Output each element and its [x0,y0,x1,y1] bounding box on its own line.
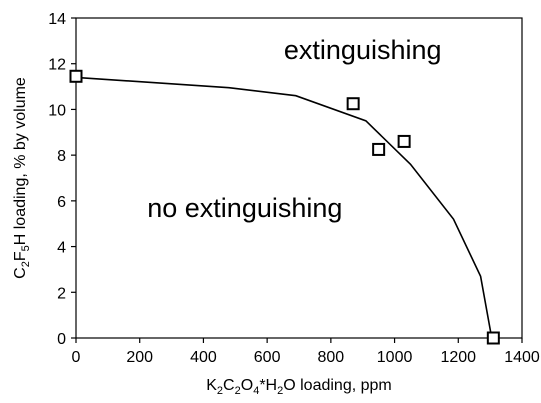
y-axis-title: C2F5H loading, % by volume [12,77,32,279]
boundary-line [75,76,493,339]
y-axis-ticks: 0 2 4 6 8 10 12 14 [48,11,76,348]
axis-title-part: C [223,377,235,394]
annotation-text: extinguishing [284,35,442,65]
axis-title-part: 2 [217,385,223,397]
x-tick-label: 1000 [377,349,413,366]
axis-title-part: H loading, % by volume [12,77,29,245]
axis-title-part: 4 [253,385,259,397]
data-point-marker [486,331,500,345]
axis-title-part: 5 [20,245,32,251]
data-point-marker [69,69,83,83]
x-tick-label: 600 [254,349,281,366]
axis-title-part: O loading, ppm [283,377,392,394]
x-tick-label: 1200 [440,349,476,366]
data-point-marker [397,134,411,148]
axis-title-part: C [12,267,29,279]
annotations: extinguishing no extinguishing [147,35,441,223]
x-tick-label: 200 [126,349,153,366]
axis-title-part: *H [259,377,277,394]
x-tick-label: 1400 [504,349,540,366]
data-point-marker [372,142,386,156]
x-axis-title: K2C2O4*H2O loading, ppm [206,377,391,397]
axis-title-part: 2 [277,385,283,397]
y-tick-label: 10 [48,102,66,119]
y-tick-label: 4 [57,240,66,257]
data-points-series [69,69,500,345]
boundary-line-series [75,76,493,339]
x-axis-ticks: 0 200 400 600 800 1000 1200 1400 [72,338,540,366]
y-tick-label: 6 [57,194,66,211]
x-tick-label: 400 [190,349,217,366]
axis-title-part: K [206,377,217,394]
axis-title-part: O [241,377,253,394]
data-point-marker [346,97,360,111]
plot-area [75,17,523,339]
y-tick-label: 14 [48,11,66,28]
axis-title-part: 2 [235,385,241,397]
annotation-text: no extinguishing [147,193,342,223]
y-tick-label: 0 [57,331,66,348]
y-tick-label: 8 [57,148,66,165]
axis-title-part: F [12,251,29,261]
y-tick-label: 2 [57,285,66,302]
x-tick-label: 0 [72,349,81,366]
x-tick-label: 800 [318,349,345,366]
axis-title-part: 2 [20,261,32,267]
y-tick-label: 12 [48,57,66,74]
